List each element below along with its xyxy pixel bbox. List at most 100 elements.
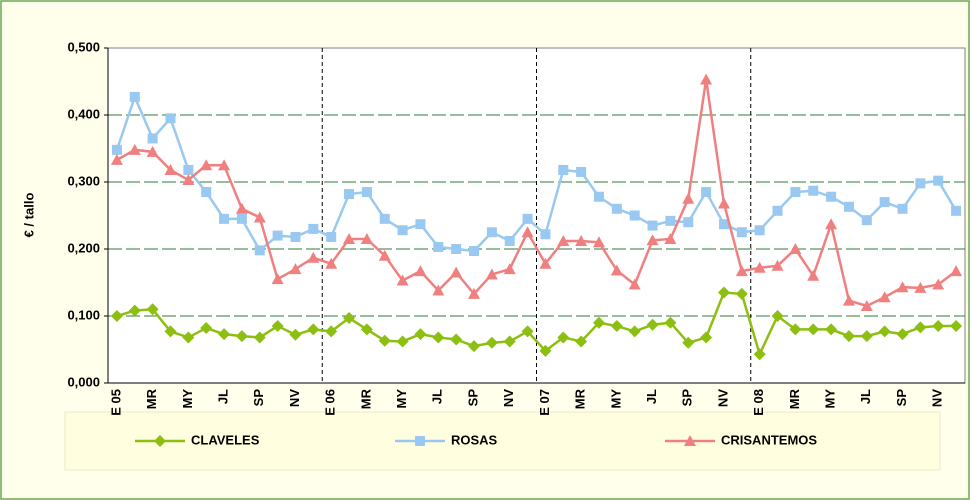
data-point (521, 325, 534, 338)
data-point (164, 163, 177, 175)
data-point (665, 215, 676, 226)
data-point (468, 340, 481, 353)
data-point (450, 266, 463, 278)
data-point (700, 73, 713, 85)
data-point (522, 213, 533, 224)
x-tick-label: JL (644, 389, 659, 404)
x-tick-label: SP (894, 389, 909, 407)
data-point (914, 281, 927, 293)
data-point (344, 189, 355, 200)
data-point (540, 229, 551, 240)
data-point (432, 331, 445, 344)
data-point (289, 263, 302, 275)
data-point (557, 331, 570, 344)
data-point (610, 264, 623, 276)
data-point (110, 310, 123, 322)
data-point (575, 335, 588, 348)
data-point (486, 227, 497, 238)
data-point (325, 325, 338, 338)
data-point (557, 234, 570, 246)
data-point (593, 191, 604, 202)
data-point (808, 185, 819, 196)
data-point (182, 173, 195, 185)
data-point (736, 227, 747, 238)
data-point (861, 215, 872, 226)
data-point (307, 251, 320, 263)
data-point (326, 231, 337, 242)
data-point (432, 284, 445, 296)
data-point (790, 187, 801, 198)
data-point (897, 203, 908, 214)
data-point (628, 325, 641, 338)
x-tick-label: NV (287, 389, 302, 407)
x-tick-label: MR (787, 388, 802, 409)
y-axis-label: € / tallo (21, 193, 36, 238)
data-point (271, 273, 284, 285)
data-point (289, 328, 302, 341)
data-point (576, 166, 587, 177)
data-point (485, 336, 498, 349)
data-point (254, 245, 265, 256)
x-tick-label: NV (501, 389, 516, 407)
data-point (682, 336, 695, 349)
data-point (611, 203, 622, 214)
data-point (307, 323, 320, 336)
data-point (360, 232, 373, 244)
data-point (396, 274, 409, 286)
data-point (860, 299, 873, 311)
data-point (878, 325, 891, 338)
data-point (433, 241, 444, 252)
data-point (735, 287, 748, 300)
data-point (610, 320, 623, 333)
data-point (235, 202, 248, 214)
data-point (146, 145, 159, 157)
data-point (914, 321, 927, 334)
data-point (933, 175, 944, 186)
data-point (290, 231, 301, 242)
data-point (717, 197, 730, 209)
data-point (396, 335, 409, 348)
data-point (253, 211, 266, 223)
x-tick-label: NV (715, 389, 730, 407)
data-point (128, 304, 141, 317)
legend-label: CLAVELES (191, 432, 260, 447)
data-point (308, 223, 319, 234)
data-point (111, 144, 122, 155)
data-point (629, 210, 640, 221)
x-tick-label: E 08 (751, 389, 766, 416)
data-point (235, 330, 248, 343)
data-point (754, 225, 765, 236)
data-point (219, 213, 230, 224)
data-point (200, 322, 213, 335)
data-point (682, 192, 695, 204)
legend-marker (684, 435, 696, 446)
data-point (147, 133, 158, 144)
data-point (200, 159, 213, 171)
data-point (753, 348, 766, 361)
data-point (664, 232, 677, 244)
data-point (469, 246, 480, 257)
data-point (896, 328, 909, 341)
plot-area (107, 47, 966, 384)
data-point (183, 164, 194, 175)
data-point (521, 226, 534, 238)
data-point (753, 261, 766, 273)
data-point (789, 323, 802, 336)
data-point (182, 331, 195, 344)
data-point (825, 323, 838, 336)
data-point (735, 265, 748, 277)
data-point (592, 316, 605, 329)
x-tick-label: JL (430, 389, 445, 404)
data-point (717, 286, 730, 299)
legend-box (64, 411, 941, 471)
legend-label: CRISANTEMOS (721, 432, 817, 447)
data-point (772, 205, 783, 216)
data-point (700, 331, 713, 344)
data-point (164, 325, 177, 338)
data-point (646, 318, 659, 331)
data-point (825, 218, 838, 230)
data-point (146, 303, 159, 316)
data-point (558, 164, 569, 175)
data-point (360, 323, 373, 336)
data-point (218, 328, 231, 341)
